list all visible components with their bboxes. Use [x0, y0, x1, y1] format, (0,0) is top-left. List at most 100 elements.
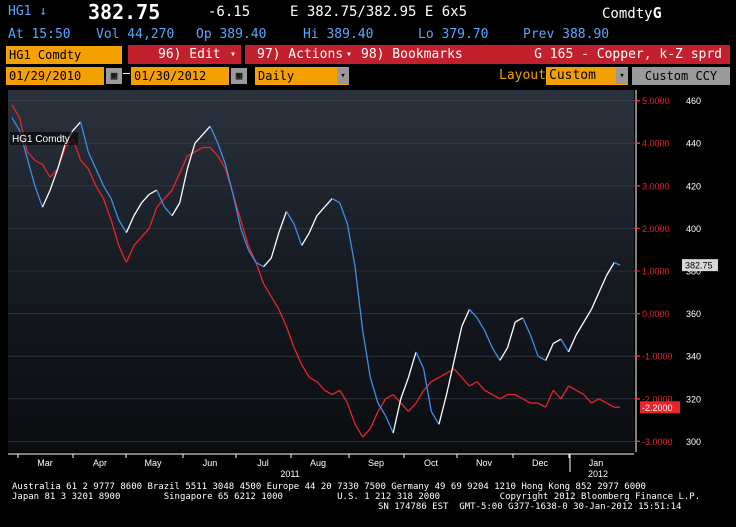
series-segment [377, 402, 387, 417]
series-segment [324, 389, 333, 396]
x-tick-label: Nov [476, 458, 493, 468]
series-segment [491, 393, 501, 400]
series-segment [438, 372, 447, 379]
series-segment [430, 411, 440, 425]
series-segment [34, 159, 43, 166]
spread-tick-label: 0.0000 [642, 309, 670, 319]
right-tick-label: 380 [686, 267, 701, 277]
series-segment [453, 326, 463, 361]
x-tick-label: Aug [310, 458, 326, 468]
market-sector[interactable]: ComdtyG [602, 4, 662, 22]
series-segment [57, 143, 66, 169]
series-segment [469, 381, 478, 387]
series-segment [209, 147, 219, 157]
chevron-down-icon: ▾ [337, 68, 349, 84]
series-segment [293, 223, 303, 246]
series-segment [49, 168, 59, 191]
series-segment [369, 377, 379, 404]
layout-select[interactable]: Custom ▾ [546, 67, 628, 85]
series-segment [461, 377, 470, 387]
layout-label: Layout [499, 68, 546, 83]
series-segment [567, 334, 577, 353]
last-spread-marker [640, 401, 680, 414]
series-segment [568, 385, 577, 391]
series-segment [278, 211, 288, 233]
quote-time: At 15:50 [8, 27, 71, 42]
series-segment [354, 266, 364, 331]
series-segment [224, 164, 234, 195]
spread-axis: 5.0000 4.0000 3.0000 2.0000 1.0000 0.0000 -1.0… [634, 96, 680, 447]
series-segment [415, 351, 425, 370]
ticker-label[interactable]: HG1 ↓ [8, 4, 48, 19]
last-price-marker [682, 259, 718, 272]
series-segment [354, 423, 364, 438]
spread-tick-label: 1.0000 [642, 267, 670, 277]
series-segment [362, 428, 371, 438]
edit-label: 96) Edit [158, 47, 221, 62]
series-segment [87, 151, 97, 170]
series-segment [598, 398, 607, 404]
series-segment [163, 206, 173, 217]
series-segment [163, 189, 173, 200]
series-segment [537, 355, 546, 362]
bookmarks-menu[interactable]: 98) Bookmarks [355, 45, 473, 64]
series-segment [110, 198, 120, 221]
series-segment [499, 393, 508, 400]
series-segment [263, 283, 272, 297]
legend-box [10, 132, 78, 145]
series-segment [133, 236, 143, 246]
series-segment [41, 189, 51, 208]
series-segment [575, 389, 585, 396]
price-series [11, 117, 621, 434]
spread-tick-label: 2.0000 [642, 224, 670, 234]
actions-menu[interactable]: 97) Actions ▾ [245, 45, 355, 64]
currency-button[interactable]: Custom CCY [632, 67, 730, 85]
series-segment [255, 262, 265, 284]
footer-contacts-2: Japan 81 3 3201 8900 Singapore 65 6212 1… [12, 492, 701, 502]
edit-menu[interactable]: 96) Edit ▾ [128, 45, 241, 64]
series-segment [598, 274, 608, 293]
series-segment [339, 202, 349, 225]
chevron-down-icon: ▾ [616, 68, 628, 84]
spread-tick-label: 5.0000 [642, 96, 670, 106]
series-segment [537, 402, 546, 408]
price-change: -6.15 [208, 4, 251, 20]
series-segment [118, 219, 127, 234]
price-chart[interactable]: 460 440 420 400 380 360 340 320 300 382.75 5.0000… [0, 88, 736, 478]
series-segment [285, 326, 295, 348]
series-segment [301, 364, 310, 378]
period-select[interactable]: Daily ▾ [255, 67, 349, 85]
series-segment [270, 232, 280, 259]
x-tick-label: Mar [37, 458, 53, 468]
gridlines [8, 100, 634, 442]
series-segment [34, 185, 44, 208]
calendar-icon[interactable]: ▦ [106, 68, 122, 84]
series-segment [583, 394, 592, 404]
x-tick-label: May [144, 458, 162, 468]
start-date-field[interactable]: 01/29/2010 [6, 67, 104, 85]
calendar-icon[interactable]: ▦ [231, 68, 247, 84]
security-field[interactable]: HG1 Comdty [6, 46, 122, 64]
open-price: Op 389.40 [196, 27, 267, 42]
series-segment [392, 398, 402, 433]
x-tick-label: Jun [203, 458, 218, 468]
series-segment [247, 249, 257, 263]
x-tick-label: Apr [93, 458, 107, 468]
series-segment [331, 198, 341, 204]
series-segment [255, 261, 264, 268]
end-date-field[interactable]: 01/30/2012 [131, 67, 229, 85]
series-segment [522, 317, 532, 336]
series-segment [339, 389, 349, 404]
period-value: Daily [258, 69, 295, 83]
chart-title: G 165 - Copper, k-Z sprd [473, 45, 730, 64]
series-segment [11, 104, 21, 119]
series-segment [179, 155, 188, 174]
series-segment [87, 168, 97, 187]
right-tick-label: 360 [686, 309, 701, 319]
series-segment [369, 411, 379, 429]
spread-tick-label: 4.0000 [642, 139, 670, 149]
series-segment [545, 343, 554, 361]
actions-label: 97) Actions [257, 47, 344, 62]
series-segment [606, 262, 615, 276]
date-separator [123, 73, 130, 74]
